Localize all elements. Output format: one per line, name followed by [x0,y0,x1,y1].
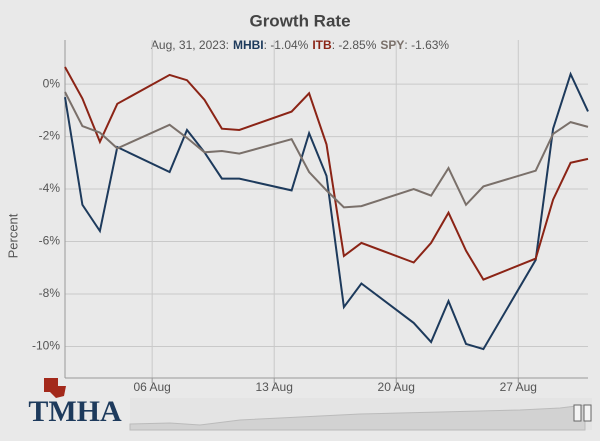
legend-name: MHBI [233,38,264,52]
y-tick-label: 0% [43,76,61,90]
legend-value: -1.04% [270,38,308,52]
legend-separator: : [332,38,339,52]
logo-icon [44,378,66,398]
y-tick-label: -2% [39,129,61,143]
legend-separator: : [264,38,271,52]
subtitle-date: Aug, 31, 2023: [151,38,229,52]
legend-name: SPY [380,38,404,52]
logo: TMHA [28,378,122,428]
x-tick-label: 27 Aug [500,380,537,394]
x-tick-label: 06 Aug [133,380,170,394]
grid [65,40,588,378]
series-line [64,66,589,281]
y-tick-label: -10% [32,339,60,353]
legend-name: ITB [312,38,332,52]
y-axis-label: Percent [5,213,20,258]
x-tick-label: 20 Aug [378,380,415,394]
legend-value: -2.85% [338,38,376,52]
chart-title: Growth Rate [249,11,350,30]
y-tick-label: -8% [39,286,61,300]
navigator-handle[interactable] [583,404,592,422]
x-tick-label: 13 Aug [256,380,293,394]
navigator-handle[interactable] [573,404,582,422]
chart-subtitle: Aug, 31, 2023: MHBI: -1.04% ITB: -2.85% SPY… [151,38,450,52]
series-line [64,91,589,209]
navigator [129,398,592,431]
logo-text: TMHA [28,395,122,428]
legend-value: -1.63% [411,38,449,52]
series-line [64,71,589,351]
y-tick-label: -6% [39,234,61,248]
legend-separator: : [404,38,411,52]
y-tick-label: -4% [39,181,61,195]
